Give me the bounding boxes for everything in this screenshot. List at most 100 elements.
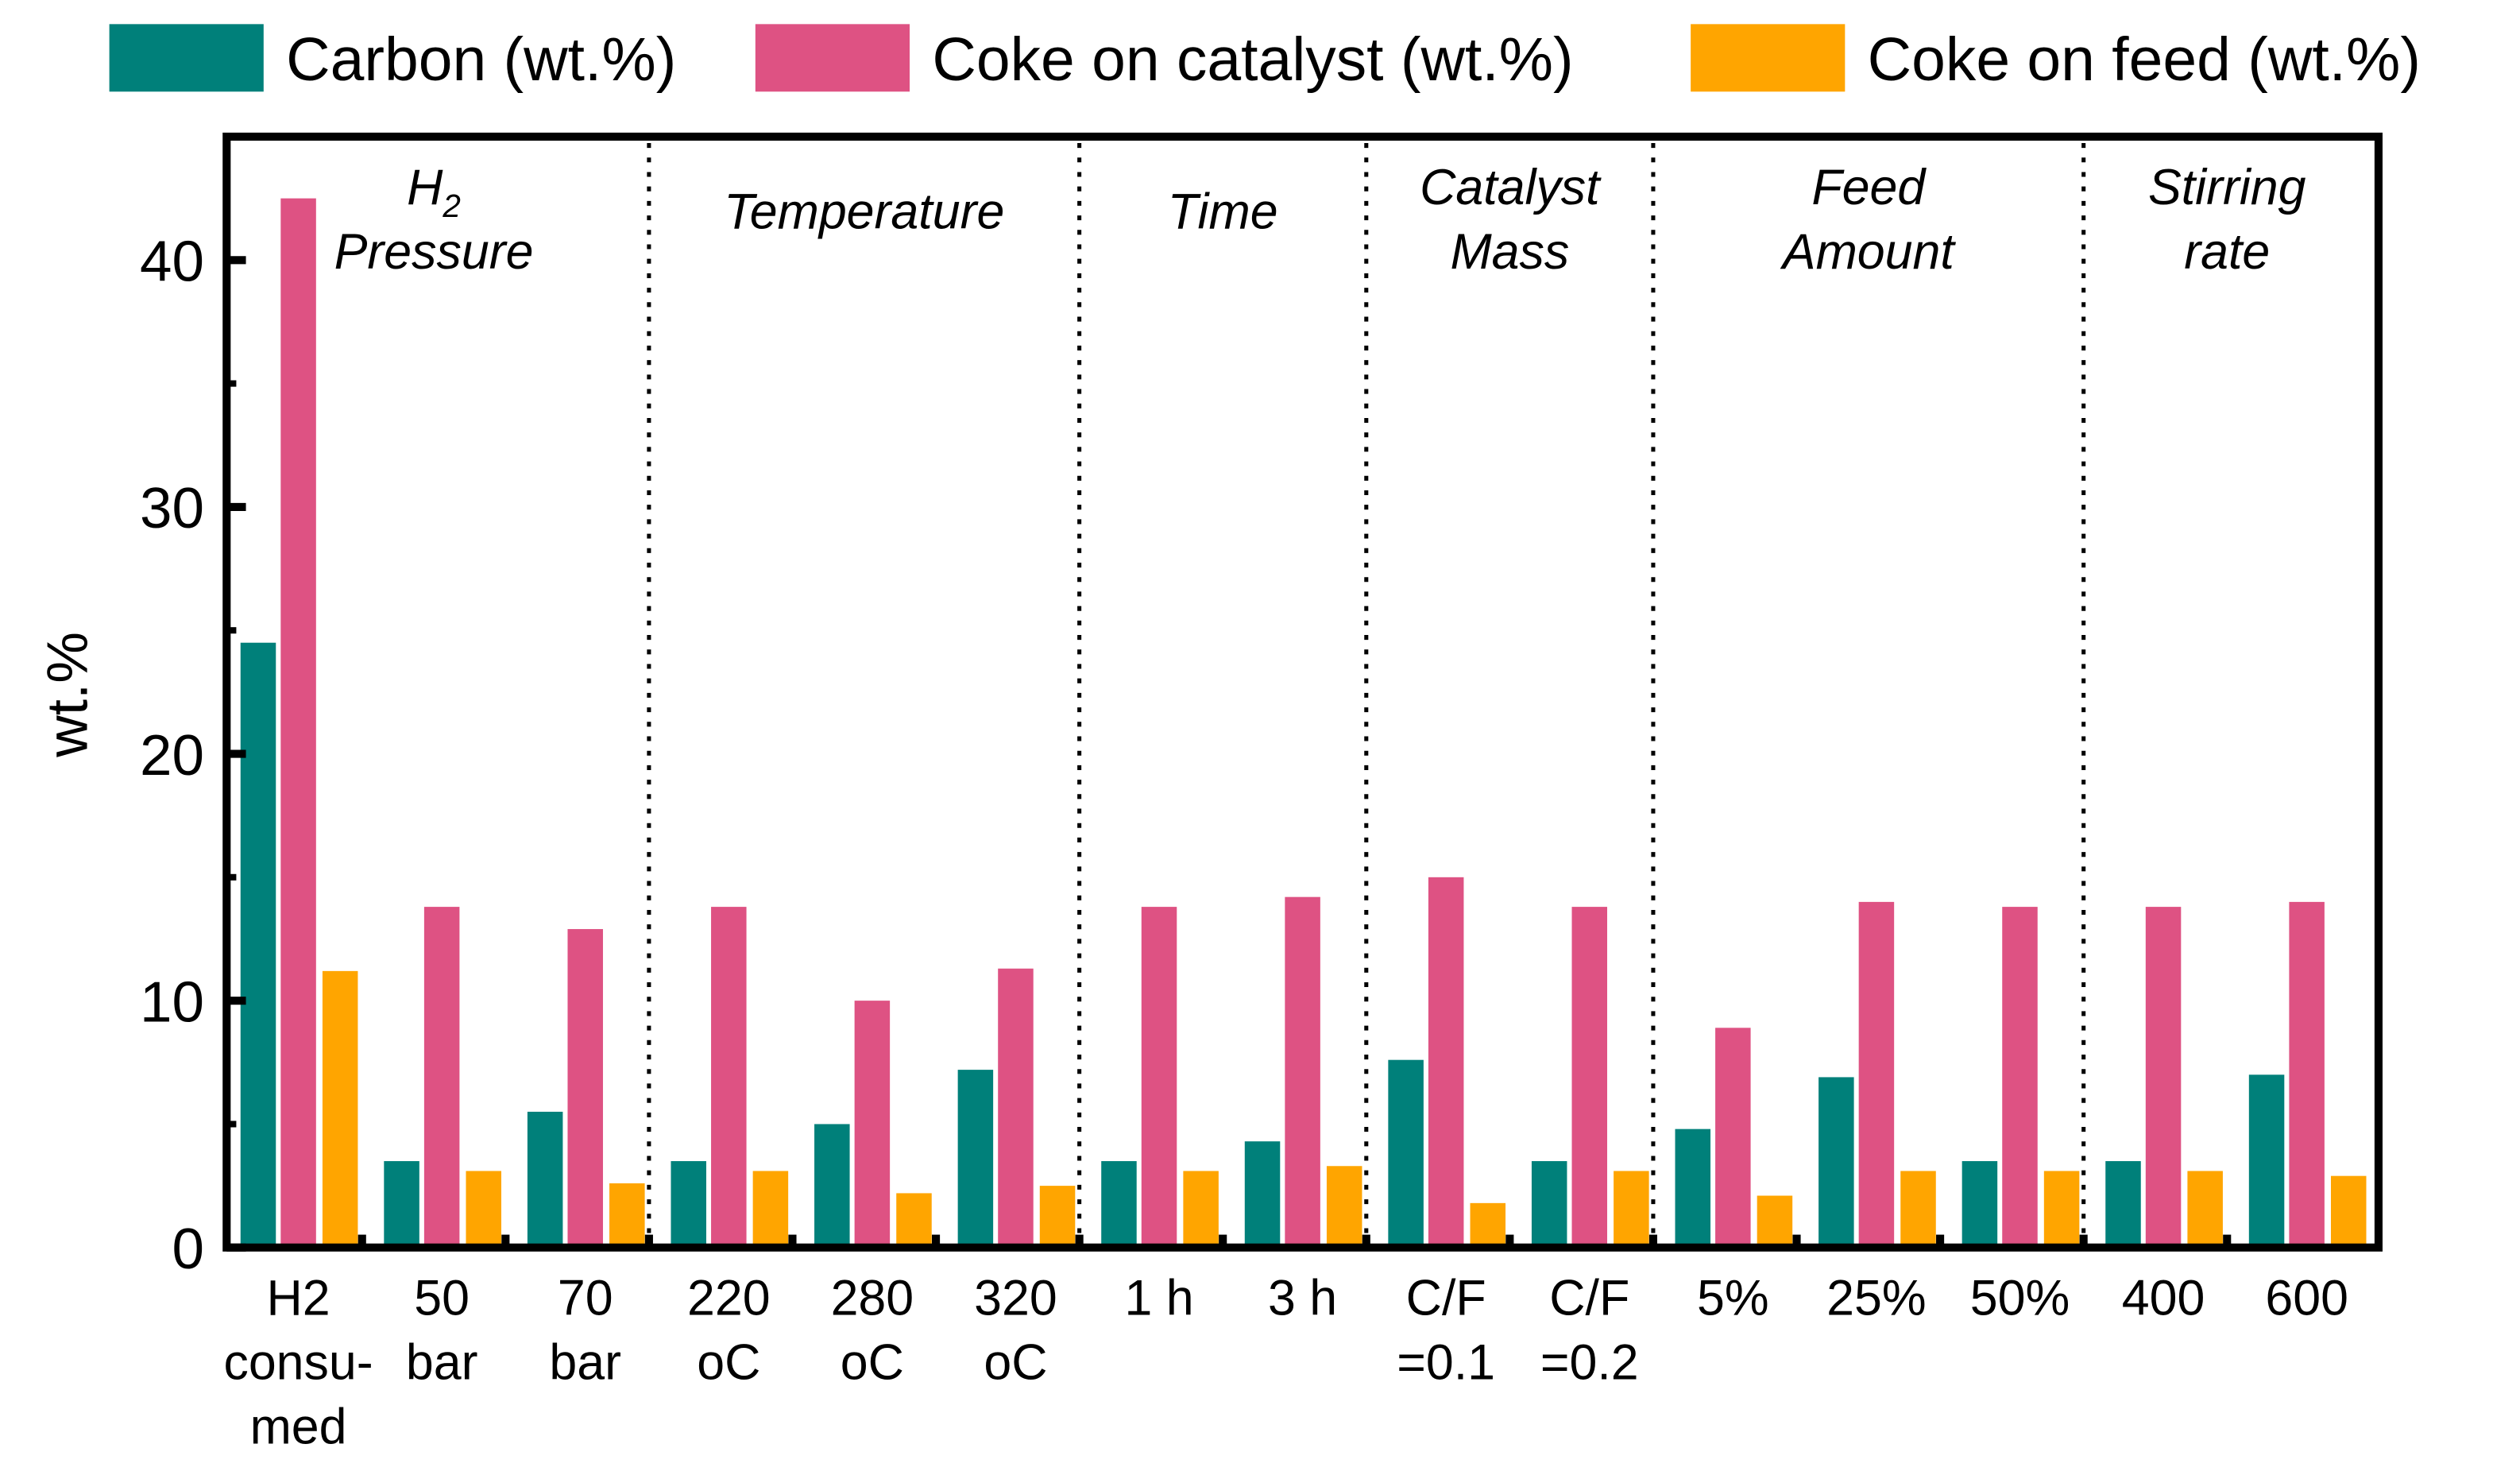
section-label: Amount [1780, 224, 1957, 280]
bar-coke-13 [2187, 1171, 2223, 1248]
legend: Carbon (wt.%) Coke on catalyst (wt.%) Coke… [109, 24, 2421, 94]
section-label: rate [2184, 224, 2270, 280]
bar-coke-7 [1326, 1166, 1362, 1248]
x-tick-label: oC [697, 1335, 760, 1391]
bar-coke-8 [1428, 877, 1464, 1248]
x-tick-label: =0.2 [1540, 1335, 1639, 1391]
x-tick-label: 400 [2122, 1271, 2205, 1326]
legend-label: Carbon (wt.%) [286, 25, 676, 94]
x-tick-label: 3 h [1268, 1271, 1337, 1326]
bar-carbon-8 [1388, 1059, 1424, 1248]
x-tick-label: med [250, 1400, 347, 1455]
x-tick-label: 50 [414, 1271, 470, 1326]
y-tick-label: 10 [140, 970, 204, 1034]
x-tick-label: 50% [1970, 1271, 2070, 1326]
bar-coke-7 [1285, 896, 1320, 1248]
bar-carbon-7 [1244, 1141, 1281, 1248]
bar-carbon-13 [2105, 1161, 2141, 1248]
y-tick-label: 0 [172, 1217, 204, 1281]
bar-coke-11 [1900, 1171, 1936, 1248]
section-dividers [647, 143, 2086, 1241]
y-tick-label: 30 [140, 476, 204, 540]
x-tick-label: oC [841, 1335, 904, 1391]
bar-carbon-12 [1962, 1161, 1998, 1248]
bar-carbon-0 [240, 642, 276, 1248]
x-tick-label: 5% [1697, 1271, 1769, 1326]
bar-coke-10 [1757, 1195, 1793, 1248]
x-tick-label: C/F [1406, 1271, 1486, 1326]
y-axis-label: wt.% [35, 632, 99, 758]
x-tick-label: bar [549, 1335, 621, 1391]
bar-coke-6 [1141, 907, 1177, 1248]
x-tick-label: 1 h [1124, 1271, 1193, 1326]
bar-coke-4 [896, 1193, 932, 1248]
y-tick-label: 20 [140, 723, 204, 788]
bar-carbon-6 [1101, 1161, 1137, 1248]
x-tick-label: 70 [558, 1271, 613, 1326]
bar-coke-14 [2289, 901, 2325, 1248]
legend-label: Coke on feed (wt.%) [1868, 25, 2421, 94]
bar-coke-10 [1715, 1028, 1751, 1248]
bar-coke-1 [466, 1171, 501, 1248]
bar-coke-12 [2002, 907, 2038, 1248]
x-tick-label: bar [406, 1335, 478, 1391]
legend-swatch-2 [1691, 24, 1846, 92]
bar-carbon-5 [957, 1070, 994, 1248]
section-label: H2 [407, 160, 461, 224]
bar-coke-13 [2145, 907, 2182, 1248]
bar-coke-3 [752, 1171, 789, 1248]
bar-coke-5 [1039, 1186, 1076, 1248]
bar-coke-14 [2330, 1175, 2367, 1248]
y-tick-label: 40 [140, 230, 204, 294]
bar-carbon-2 [527, 1111, 563, 1248]
section-label: Feed [1811, 160, 1927, 215]
y-axis: 0 10 20 30 40 [140, 230, 246, 1281]
x-tick-label: =0.1 [1397, 1335, 1495, 1391]
x-tick-label: C/F [1549, 1271, 1629, 1326]
bars [240, 198, 2367, 1248]
x-tick-label: H2 [267, 1271, 330, 1326]
bar-carbon-14 [2248, 1074, 2285, 1248]
bar-coke-8 [1470, 1202, 1506, 1248]
section-label: Stirring [2148, 160, 2306, 215]
legend-swatch-0 [109, 24, 264, 92]
x-tick-label: 280 [831, 1271, 914, 1326]
x-tick-label: oC [984, 1335, 1047, 1391]
bar-coke-3 [711, 907, 747, 1248]
bar-coke-9 [1614, 1171, 1649, 1248]
bar-carbon-10 [1675, 1129, 1711, 1248]
bar-carbon-3 [671, 1161, 706, 1248]
bar-coke-5 [998, 968, 1034, 1248]
bar-coke-0 [280, 198, 316, 1248]
section-label: Catalyst [1420, 160, 1602, 215]
bar-coke-1 [423, 907, 460, 1248]
bar-coke-11 [1858, 901, 1895, 1248]
bar-coke-4 [854, 1001, 891, 1248]
x-tick-label: 25% [1826, 1271, 1926, 1326]
bar-coke-0 [322, 970, 358, 1248]
bar-carbon-4 [814, 1124, 850, 1248]
x-axis: H2 consu-med 50 bar 70 bar 220 oC 280 oC 320 oC 1 h 3… [223, 1234, 2348, 1455]
bar-coke-9 [1571, 907, 1608, 1248]
x-tick-label: 220 [687, 1271, 771, 1326]
x-tick-label: 320 [974, 1271, 1057, 1326]
bar-coke-2 [609, 1183, 645, 1248]
bar-coke-6 [1183, 1171, 1219, 1248]
legend-swatch-1 [755, 24, 910, 92]
subscript: 2 [442, 188, 461, 224]
section-label: Pressure [334, 224, 534, 280]
section-label: Time [1168, 184, 1278, 239]
bar-carbon-1 [384, 1161, 419, 1248]
bar-carbon-9 [1531, 1161, 1567, 1248]
bar-coke-2 [567, 929, 603, 1248]
bar-coke-12 [2043, 1171, 2080, 1248]
x-tick-label: 600 [2265, 1271, 2348, 1326]
section-label: Temperature [724, 184, 1004, 239]
plot-frame [222, 132, 2383, 1252]
legend-label: Coke on catalyst (wt.%) [932, 25, 1573, 94]
x-tick-label: consu- [223, 1335, 373, 1391]
bar-carbon-11 [1818, 1077, 1854, 1248]
section-label: Mass [1450, 224, 1569, 280]
